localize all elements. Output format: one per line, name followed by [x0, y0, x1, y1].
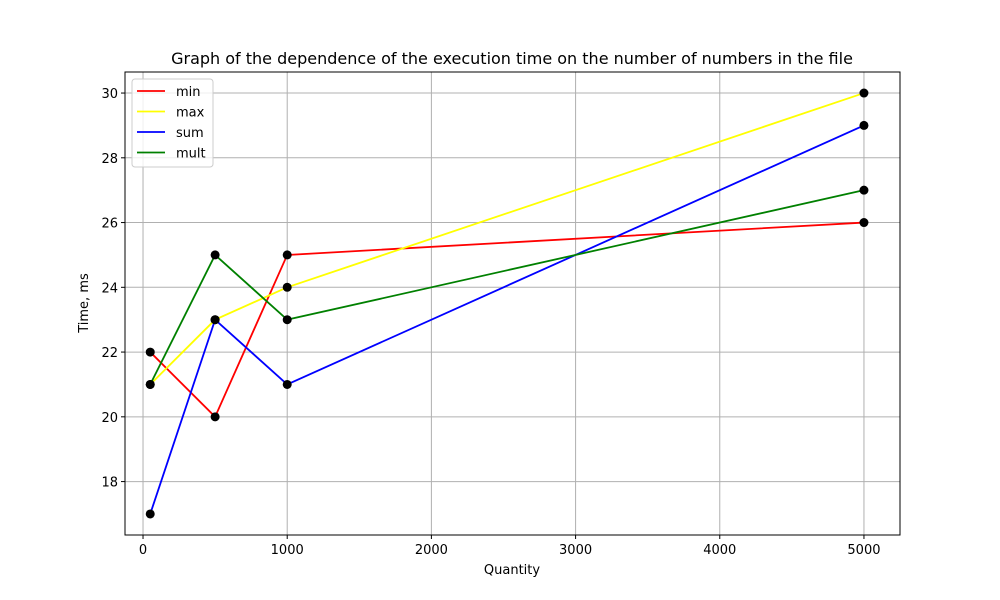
x-axis: 0 1000 2000 3000 4000 5000: [139, 535, 881, 558]
y-axis-label: Time, ms: [77, 273, 92, 334]
data-point-min: [859, 218, 869, 228]
plot-area-frame: [124, 71, 901, 536]
y-tick-label: 24: [101, 281, 118, 296]
y-tick-label: 28: [101, 152, 118, 167]
data-point-max: [859, 88, 869, 98]
legend-label-min: min: [176, 85, 201, 100]
data-point-max: [282, 282, 292, 292]
y-tick-label: 30: [101, 87, 118, 102]
data-point-sum: [210, 315, 220, 325]
series-line-mult: [149, 189, 865, 385]
legend-label-max: max: [176, 106, 205, 121]
legend: min max sum mult: [131, 78, 214, 168]
data-point-mult: [859, 185, 869, 195]
data-point-mult: [282, 315, 292, 325]
x-tick-label: 4000: [703, 543, 736, 558]
x-tick-label: 3000: [559, 543, 592, 558]
y-tick-label: 22: [101, 346, 118, 361]
data-point-min: [145, 347, 155, 357]
x-tick-label: 0: [139, 543, 147, 558]
grid-lines: [125, 72, 900, 535]
data-point-mult: [210, 250, 220, 260]
y-tick-label: 26: [101, 217, 118, 232]
data-point-min: [210, 412, 220, 422]
data-point-sum: [282, 379, 292, 389]
legend-label-sum: sum: [176, 126, 204, 141]
x-tick-label: 1000: [271, 543, 304, 558]
series-line-max: [149, 92, 865, 386]
legend-label-mult: mult: [176, 147, 206, 162]
x-tick-label: 2000: [415, 543, 448, 558]
series-lines: [149, 92, 865, 515]
data-point-mult: [145, 379, 155, 389]
series-line-min: [149, 221, 865, 419]
data-point-sum: [859, 120, 869, 130]
y-tick-label: 20: [101, 411, 118, 426]
x-axis-label: Quantity: [484, 563, 540, 578]
y-tick-label: 18: [101, 476, 118, 491]
chart-title: Graph of the dependence of the execution…: [171, 49, 853, 68]
y-axis: 18 20 22 24 26 28 30: [101, 87, 125, 491]
legend-box: [131, 78, 214, 168]
data-markers: [145, 88, 869, 519]
data-point-min: [282, 250, 292, 260]
x-tick-label: 5000: [847, 543, 880, 558]
data-point-sum: [145, 509, 155, 519]
